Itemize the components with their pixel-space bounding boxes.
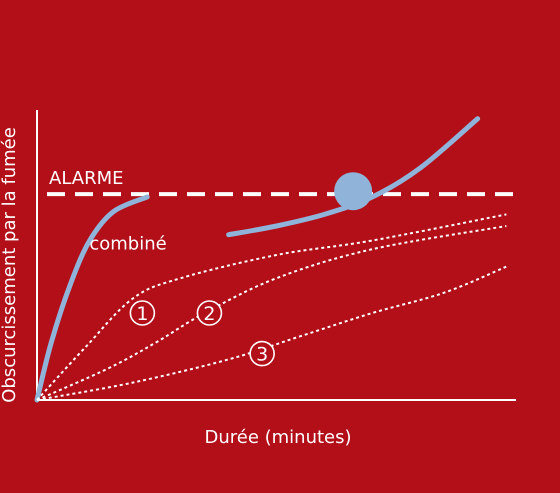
series-number-circle-1 (129, 300, 156, 326)
series-label-combined: combiné (89, 233, 166, 254)
series-number-circle-3 (249, 340, 275, 367)
series-line-3 (36, 225, 507, 401)
y-axis-label: Obscurcissement par la fumée (0, 127, 20, 403)
alarm-trigger-marker (334, 172, 373, 211)
series-number-label-2: 2 (203, 303, 215, 325)
x-axis-label: Durée (minutes) (204, 427, 351, 448)
series-layer (34, 116, 507, 403)
series-line-1-segment-1 (34, 194, 150, 403)
series-number-circle-2 (196, 300, 223, 326)
series-label-layer: combiné 1 2 3 (89, 233, 275, 367)
series-number-label-1: 1 (136, 303, 148, 325)
alarm-label: ALARME (49, 168, 123, 189)
series-number-label-3: 3 (256, 344, 268, 366)
series-line-4 (36, 265, 507, 401)
